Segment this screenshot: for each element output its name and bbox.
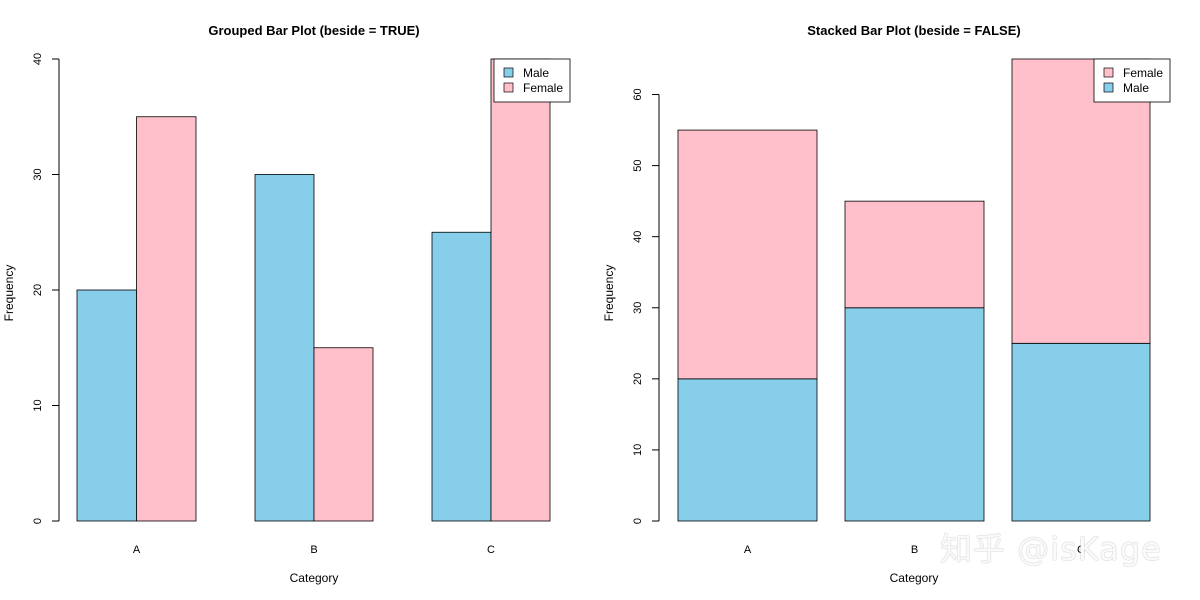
grouped-y-tick-label-40: 40 [32, 53, 44, 65]
stacked-y-axis-label: Frequency [602, 265, 616, 322]
stacked-x-tick-label-c: C [1077, 544, 1085, 556]
stacked-y-tick-label-60: 60 [632, 88, 644, 100]
grouped-legend-label-male: Male [523, 66, 549, 80]
grouped-y-axis-label: Frequency [2, 265, 16, 322]
grouped-x-tick-label-a: A [133, 544, 141, 556]
grouped-bar-male-a [76, 289, 137, 522]
stacked-legend-swatch-male [1103, 82, 1114, 93]
stacked-legend-swatch-female [1103, 67, 1114, 78]
stacked-legend-label-female: Female [1123, 66, 1163, 80]
grouped-bar-female-b [313, 347, 374, 522]
grouped-bar-male-c [431, 231, 492, 522]
grouped-bar-female-a [136, 116, 197, 522]
watermark: 知乎 @isKage [940, 530, 1162, 568]
stacked-chart-title: Stacked Bar Plot (beside = FALSE) [807, 23, 1020, 38]
stacked-bar-male-b [844, 307, 985, 522]
stacked-y-tick-label-50: 50 [632, 159, 644, 171]
stacked-x-axis-label: Category [890, 571, 939, 585]
grouped-y-tick-label-10: 10 [32, 399, 44, 411]
stacked-bar-male-c [1011, 342, 1151, 522]
grouped-bar-male-b [254, 174, 315, 522]
stacked-x-tick-label-b: B [911, 544, 918, 556]
stacked-bar-female-a [677, 129, 818, 380]
grouped-legend-box [493, 58, 571, 103]
stacked-legend-box [1093, 58, 1171, 103]
grouped-x-tick-label-b: B [310, 544, 317, 556]
grouped-legend-label-female: Female [523, 81, 563, 95]
grouped-y-tick-label-0: 0 [32, 518, 44, 524]
stacked-y-tick-label-20: 20 [632, 373, 644, 385]
stacked-y-tick-label-0: 0 [632, 518, 644, 524]
grouped-x-tick-label-c: C [487, 544, 495, 556]
stacked-bar-chart: Stacked Bar Plot (beside = FALSE) Catego… [602, 23, 1171, 585]
grouped-chart-title: Grouped Bar Plot (beside = TRUE) [208, 23, 419, 38]
grouped-legend-swatch-male [503, 67, 514, 78]
grouped-bar-chart: Grouped Bar Plot (beside = TRUE) Categor… [2, 23, 571, 585]
grouped-x-axis-label: Category [290, 571, 339, 585]
stacked-y-tick-label-40: 40 [632, 231, 644, 243]
stacked-x-tick-label-a: A [744, 544, 752, 556]
stacked-bar-female-c [1011, 58, 1151, 344]
stacked-bar-male-a [677, 378, 818, 522]
grouped-legend-swatch-female [503, 82, 514, 93]
grouped-y-tick-label-20: 20 [32, 284, 44, 296]
stacked-y-tick-label-10: 10 [632, 444, 644, 456]
stacked-legend-label-male: Male [1123, 81, 1149, 95]
stacked-y-tick-label-30: 30 [632, 302, 644, 314]
stacked-bar-female-b [844, 200, 985, 309]
grouped-bar-female-c [490, 58, 551, 522]
grouped-y-tick-label-30: 30 [32, 168, 44, 180]
